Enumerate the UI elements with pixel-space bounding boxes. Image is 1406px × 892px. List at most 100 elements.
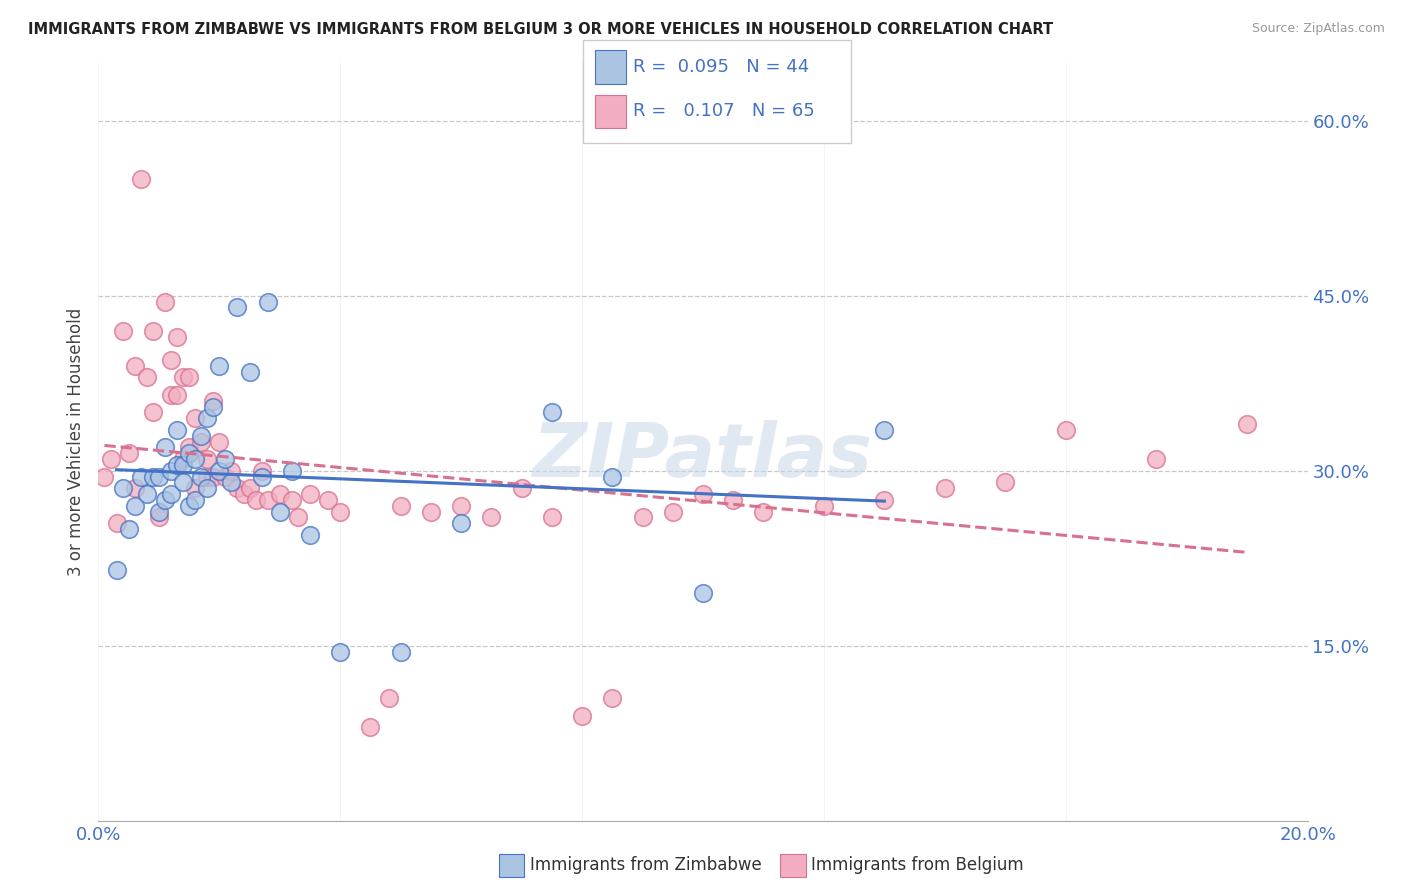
Point bbox=[692, 487, 714, 501]
Point bbox=[142, 324, 165, 338]
Point bbox=[239, 481, 262, 495]
Point bbox=[389, 644, 412, 658]
Point bbox=[1054, 423, 1077, 437]
Point bbox=[377, 691, 399, 706]
Point bbox=[93, 469, 115, 483]
Point bbox=[510, 481, 533, 495]
Point bbox=[190, 469, 212, 483]
Point bbox=[1236, 417, 1258, 431]
Point bbox=[389, 499, 412, 513]
Point bbox=[540, 405, 562, 419]
Point bbox=[360, 720, 382, 734]
Point bbox=[329, 504, 352, 518]
Point bbox=[184, 481, 207, 495]
Point bbox=[195, 452, 218, 467]
Point bbox=[752, 504, 775, 518]
Point bbox=[602, 469, 624, 483]
Point bbox=[153, 294, 176, 309]
Point bbox=[153, 492, 176, 507]
Point bbox=[184, 452, 207, 467]
Point bbox=[245, 492, 267, 507]
Point bbox=[226, 481, 249, 495]
Point bbox=[481, 510, 503, 524]
Point bbox=[202, 393, 225, 408]
Point bbox=[160, 464, 183, 478]
Point bbox=[111, 324, 134, 338]
Text: Source: ZipAtlas.com: Source: ZipAtlas.com bbox=[1251, 22, 1385, 36]
Text: Immigrants from Belgium: Immigrants from Belgium bbox=[811, 856, 1024, 874]
Point bbox=[208, 434, 231, 449]
Point bbox=[256, 294, 278, 309]
Point bbox=[316, 492, 339, 507]
Point bbox=[202, 469, 225, 483]
Point bbox=[195, 411, 218, 425]
Point bbox=[105, 516, 128, 531]
Point bbox=[723, 492, 745, 507]
Point bbox=[129, 469, 152, 483]
Point bbox=[329, 644, 352, 658]
Point bbox=[208, 464, 231, 478]
Point bbox=[190, 428, 212, 442]
Point bbox=[602, 691, 624, 706]
Point bbox=[239, 365, 262, 379]
Point bbox=[994, 475, 1017, 490]
Point bbox=[1144, 452, 1167, 467]
Point bbox=[172, 452, 194, 467]
Point bbox=[166, 423, 188, 437]
Point bbox=[172, 475, 194, 490]
Point bbox=[184, 411, 207, 425]
Point bbox=[118, 522, 141, 536]
Point bbox=[142, 405, 165, 419]
Point bbox=[631, 510, 654, 524]
Point bbox=[232, 487, 254, 501]
Text: R =  0.095   N = 44: R = 0.095 N = 44 bbox=[633, 58, 808, 76]
Point bbox=[129, 172, 152, 186]
Point bbox=[281, 464, 304, 478]
Point bbox=[287, 510, 309, 524]
Point bbox=[135, 487, 157, 501]
Point bbox=[153, 441, 176, 455]
Point bbox=[148, 469, 170, 483]
Point bbox=[208, 359, 231, 373]
Point bbox=[450, 516, 472, 531]
Point bbox=[692, 586, 714, 600]
Y-axis label: 3 or more Vehicles in Household: 3 or more Vehicles in Household bbox=[66, 308, 84, 575]
Point bbox=[142, 469, 165, 483]
Point bbox=[118, 446, 141, 460]
Point bbox=[299, 528, 322, 542]
Point bbox=[135, 370, 157, 384]
Point bbox=[100, 452, 122, 467]
Point bbox=[221, 475, 243, 490]
Point bbox=[105, 563, 128, 577]
Point bbox=[111, 481, 134, 495]
Point bbox=[221, 464, 243, 478]
Point bbox=[661, 504, 683, 518]
Text: Immigrants from Zimbabwe: Immigrants from Zimbabwe bbox=[530, 856, 762, 874]
Point bbox=[202, 400, 225, 414]
Point bbox=[179, 499, 201, 513]
Point bbox=[281, 492, 304, 507]
Point bbox=[172, 458, 194, 472]
Point bbox=[124, 481, 146, 495]
Point bbox=[226, 301, 249, 315]
Point bbox=[166, 329, 188, 343]
Point bbox=[214, 452, 236, 467]
Point bbox=[160, 352, 183, 367]
Point bbox=[179, 446, 201, 460]
Point bbox=[256, 492, 278, 507]
Point bbox=[195, 469, 218, 483]
Point bbox=[179, 370, 201, 384]
Text: R =   0.107   N = 65: R = 0.107 N = 65 bbox=[633, 103, 814, 120]
Point bbox=[250, 469, 273, 483]
Point bbox=[166, 388, 188, 402]
Point bbox=[540, 510, 562, 524]
Point bbox=[934, 481, 956, 495]
Point bbox=[450, 499, 472, 513]
Point bbox=[214, 469, 236, 483]
Point bbox=[190, 434, 212, 449]
Point bbox=[813, 499, 835, 513]
Point bbox=[160, 487, 183, 501]
Point bbox=[148, 510, 170, 524]
Point bbox=[195, 481, 218, 495]
Point bbox=[184, 492, 207, 507]
